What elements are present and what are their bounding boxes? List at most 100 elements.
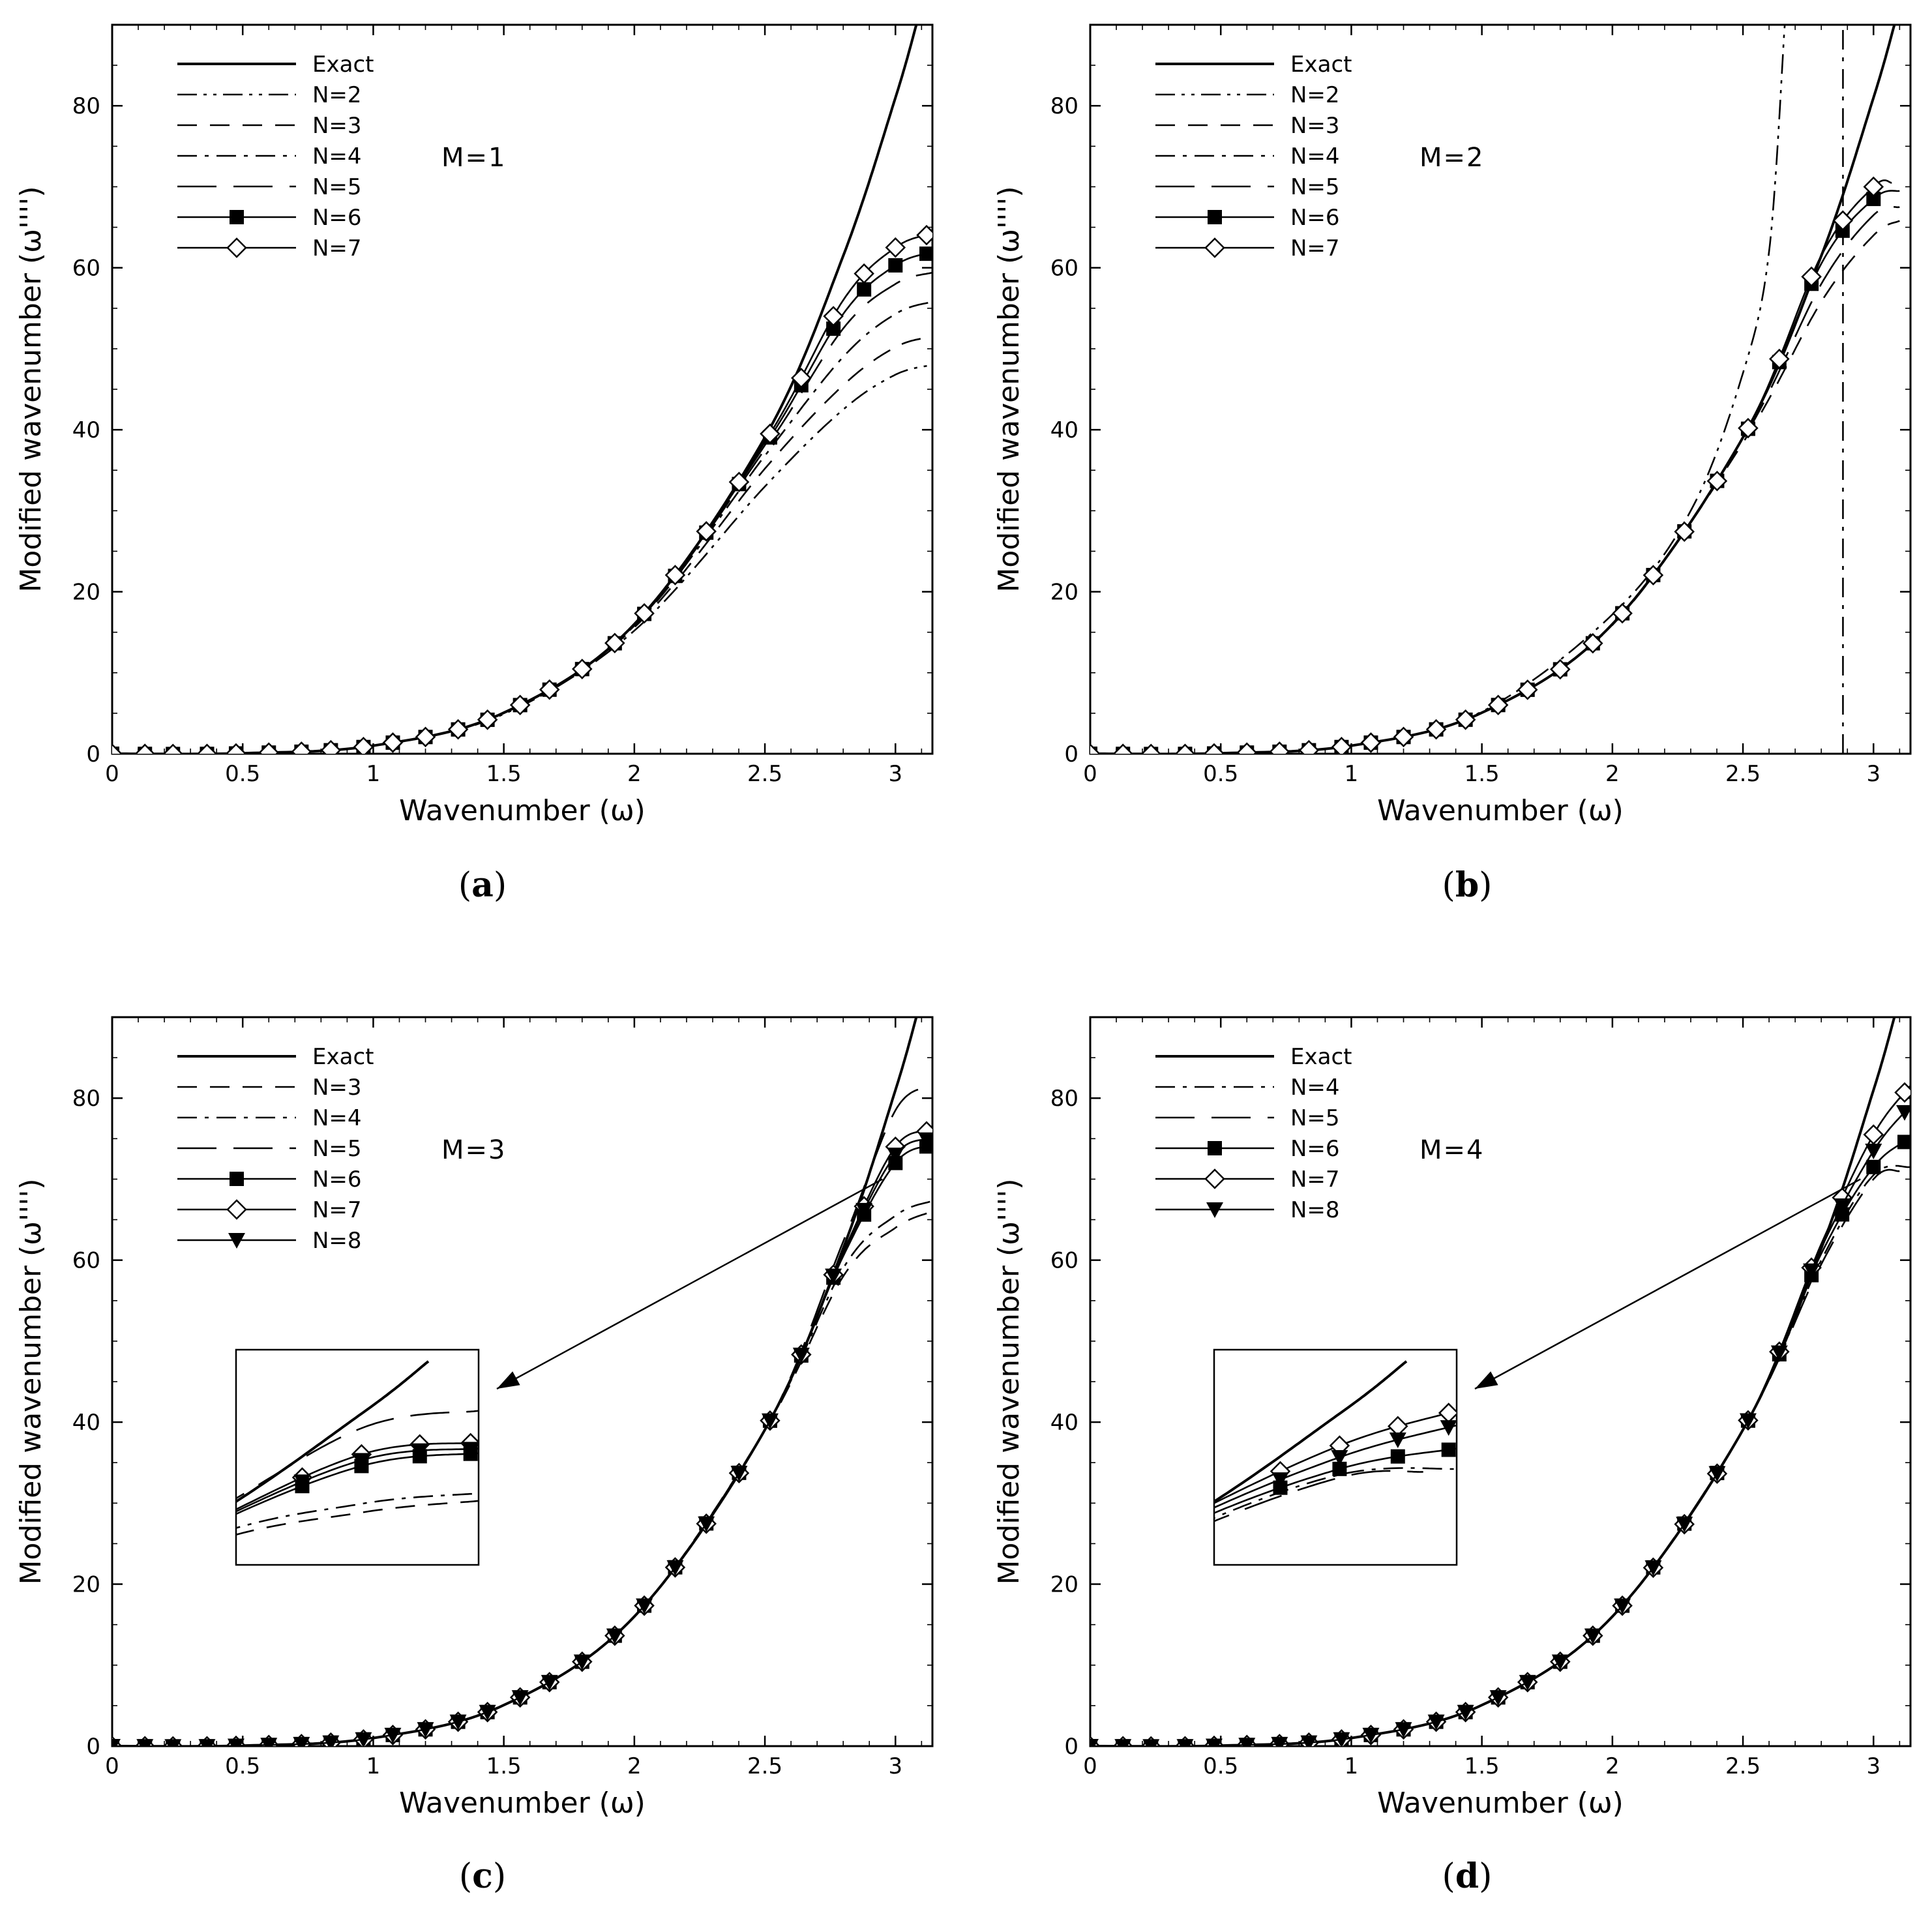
- data-marker-N=7: [604, 632, 625, 653]
- zoom-arrow-head: [1475, 1371, 1498, 1389]
- data-marker-N=8: [112, 1739, 121, 1746]
- series-line-N=3: [1090, 220, 1900, 754]
- data-marker-N=8: [1676, 1517, 1693, 1533]
- series-group: [1090, 1017, 1910, 1746]
- series-line-N=3: [112, 1210, 932, 1746]
- data-marker-N=8: [1551, 1654, 1569, 1670]
- data-marker-N=8: [855, 1202, 873, 1219]
- x-tick-label: 0: [1083, 1753, 1097, 1779]
- data-marker-N=6: [1866, 1159, 1881, 1174]
- x-tick-label: 1: [366, 1753, 381, 1779]
- panel-a: 0 0.5 1 1.5 2 2.5 3 0 20 40 60 80 Wavenumber (ω) Modi…: [14, 23, 934, 905]
- x-tick-label: 3: [888, 761, 902, 787]
- inset-marker-N=8: [353, 1453, 370, 1469]
- legend-marker: [1204, 1168, 1225, 1189]
- series-line-N=7: [112, 1129, 932, 1746]
- y-tick-label: 60: [72, 256, 100, 282]
- x-tick-label: 1.5: [1464, 761, 1500, 787]
- legend: Exact N=4 N=5 N=6 N=7 N=8: [1155, 1044, 1352, 1223]
- inset-marker-N=8: [1331, 1450, 1348, 1466]
- y-tick-label: 20: [72, 580, 100, 606]
- y-tick-label: 80: [72, 93, 100, 119]
- data-marker-N=7: [415, 726, 436, 748]
- data-marker-N=6: [888, 258, 903, 273]
- data-marker-N=8: [1333, 1732, 1350, 1746]
- legend-label: N=6: [312, 1166, 362, 1193]
- data-marker-N=8: [260, 1738, 278, 1746]
- legend-label: N=2: [312, 82, 362, 108]
- series-line-N=5: [1090, 1168, 1900, 1746]
- plot-frame: [1089, 1016, 1912, 1747]
- legend-marker: [226, 237, 247, 258]
- data-marker-N=7: [1298, 739, 1320, 754]
- legend-label: N=3: [1290, 113, 1340, 139]
- x-tick-label: 3: [1866, 761, 1880, 787]
- x-tick-label: 3: [1866, 1753, 1880, 1779]
- x-tick-label: 0: [105, 1753, 119, 1779]
- legend-label: N=8: [1290, 1197, 1340, 1223]
- legend-label: N=4: [312, 143, 362, 170]
- data-marker-N=7: [1090, 743, 1101, 754]
- y-axis-label: Modified wavenumber (ω''''): [14, 186, 48, 592]
- data-marker-N=8: [293, 1736, 310, 1746]
- data-marker-N=7: [885, 237, 906, 258]
- y-axis-label: Modified wavenumber (ω''''): [992, 1178, 1026, 1584]
- data-marker-N=8: [1271, 1736, 1288, 1746]
- series-line-N=6: [1090, 190, 1900, 754]
- legend-label: N=7: [1290, 1166, 1340, 1193]
- zoom-arrow: [496, 1178, 883, 1390]
- data-marker-N=8: [355, 1732, 372, 1746]
- data-marker-N=8: [1865, 1143, 1882, 1159]
- data-marker-N=7: [1550, 659, 1571, 680]
- inset-line-N=8: [236, 1447, 479, 1513]
- data-marker-N=8: [1300, 1735, 1318, 1746]
- data-marker-N=8: [1176, 1739, 1194, 1746]
- series-line-N=8: [112, 1138, 932, 1746]
- data-marker-N=8: [1519, 1674, 1536, 1691]
- data-marker-N=6: [1897, 1135, 1910, 1150]
- x-tick-label: 2: [627, 761, 642, 787]
- inset-marker-N=6: [1332, 1461, 1347, 1476]
- data-marker-N=8: [666, 1560, 684, 1576]
- data-marker-N=7: [1863, 176, 1884, 198]
- legend: Exact N=3 N=4 N=5 N=6 N=7 N=8: [177, 1044, 374, 1254]
- legend-label: N=6: [1290, 205, 1340, 231]
- data-marker-N=7: [728, 471, 750, 493]
- inset-marker-N=8: [293, 1474, 311, 1491]
- data-marker-N=8: [384, 1727, 402, 1744]
- inset-line-N=7: [1214, 1410, 1457, 1504]
- x-tick-label: 1: [1345, 1753, 1359, 1779]
- data-marker-N=6: [919, 246, 932, 261]
- data-marker-N=8: [730, 1466, 748, 1482]
- inset-content: [236, 1360, 479, 1536]
- x-tick-label: 1.5: [486, 1753, 522, 1779]
- y-axis-label: Modified wavenumber (ω''''): [14, 1178, 48, 1584]
- x-tick-label: 2.5: [747, 761, 782, 787]
- data-marker-N=7: [1832, 210, 1854, 231]
- series-line-N=8: [1090, 1105, 1910, 1746]
- data-marker-N=7: [1204, 743, 1225, 754]
- data-marker-N=7: [1894, 1082, 1910, 1103]
- panel-b: 0 0.5 1 1.5 2 2.5 3 0 20 40 60 80 Wavenumber (ω) Modi…: [992, 23, 1912, 905]
- series-group: [112, 25, 932, 754]
- x-tick-label: 1.5: [486, 761, 522, 787]
- zoom-arrow: [1474, 1178, 1861, 1390]
- data-marker-N=7: [477, 709, 498, 730]
- inset-marker-N=8: [1440, 1420, 1457, 1436]
- inset-marker-N=8: [1389, 1432, 1406, 1448]
- legend-label: N=4: [1290, 143, 1340, 170]
- data-marker-N=7: [791, 367, 812, 389]
- data-marker-N=8: [1614, 1598, 1631, 1614]
- series-line-N=6: [1090, 1138, 1910, 1746]
- y-tick-label: 20: [1050, 1572, 1078, 1598]
- legend-label: Exact: [312, 1044, 374, 1070]
- legend-label: N=7: [1290, 235, 1340, 261]
- series-group: [1090, 25, 1900, 754]
- legend-marker: [230, 1172, 244, 1186]
- data-marker-N=8: [1114, 1739, 1132, 1746]
- data-marker-N=7: [916, 224, 932, 246]
- legend-label: N=8: [312, 1228, 362, 1254]
- legend-label: Exact: [1290, 1044, 1352, 1070]
- legend-marker: [1206, 1202, 1223, 1218]
